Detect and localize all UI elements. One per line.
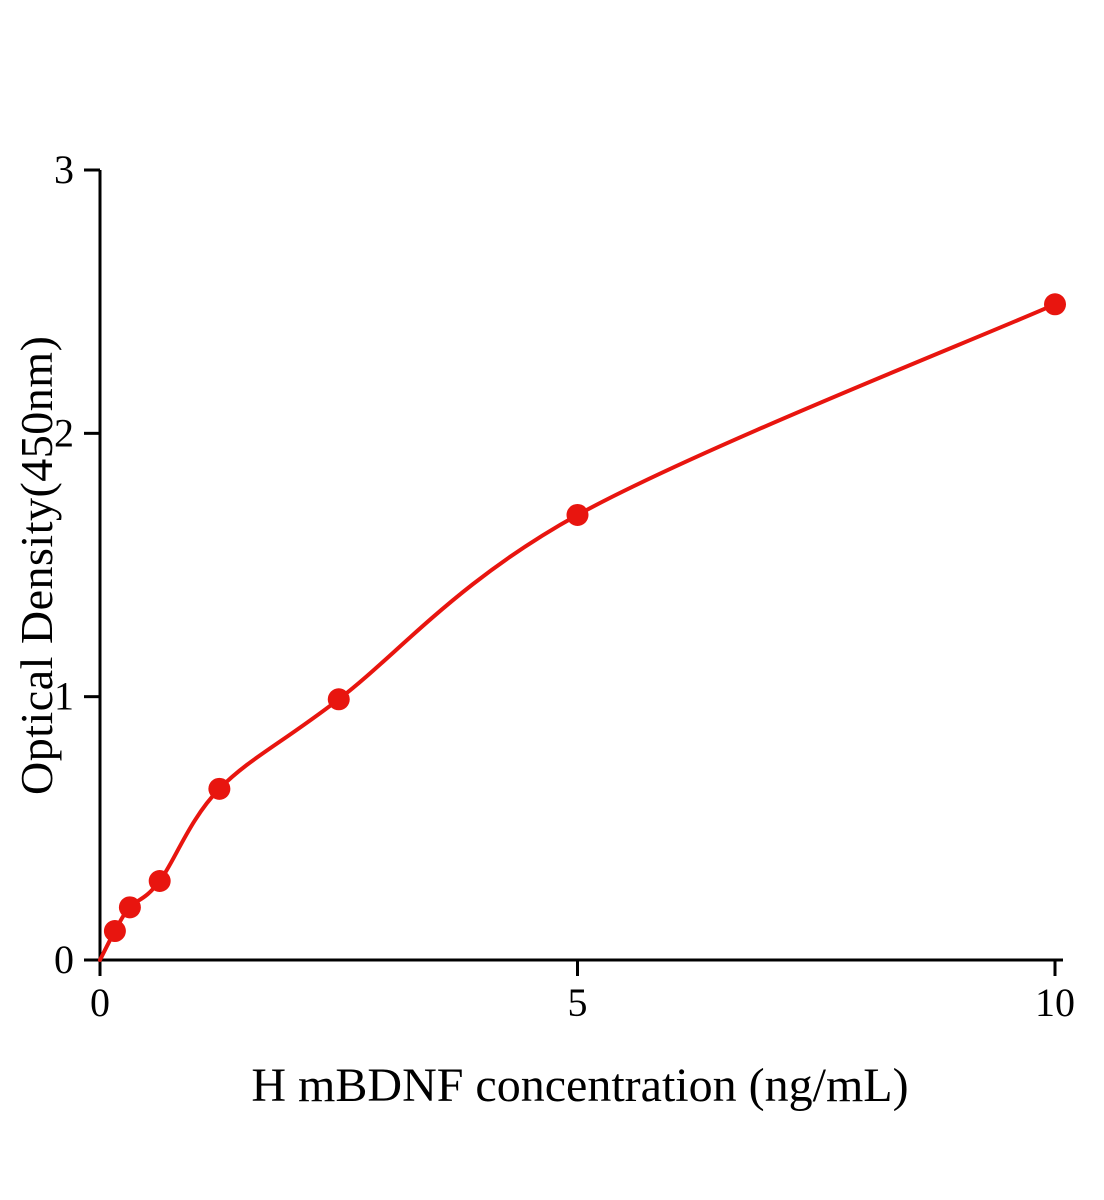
y-tick-label: 0 (54, 937, 74, 982)
x-tick-label: 10 (1035, 980, 1075, 1025)
x-tick-label: 0 (90, 980, 110, 1025)
x-axis-label: H mBDNF concentration (ng/mL) (251, 1059, 909, 1112)
data-point (148, 870, 171, 892)
y-tick-label: 2 (54, 410, 74, 455)
y-tick-label: 3 (54, 147, 74, 192)
fit-curve (98, 302, 1057, 962)
data-point (118, 896, 141, 919)
x-tick-label: 5 (568, 980, 588, 1025)
data-point (566, 503, 589, 526)
data-point (327, 688, 350, 711)
data-point (103, 920, 126, 943)
data-point (208, 777, 231, 800)
y-tick-label: 1 (54, 674, 74, 719)
y-axis-label: Optical Density(450nm) (11, 335, 62, 795)
data-point (1044, 293, 1066, 316)
